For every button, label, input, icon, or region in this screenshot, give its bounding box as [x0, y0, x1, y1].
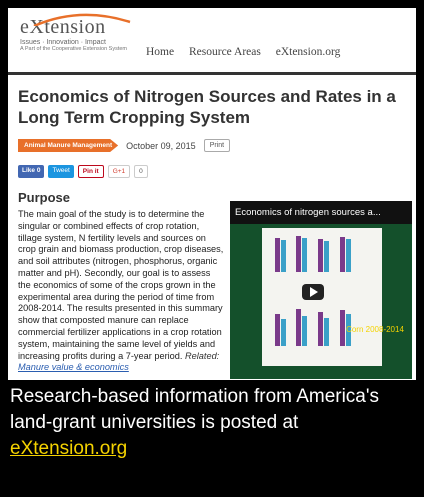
nav-link[interactable]: Resource Areas	[189, 46, 261, 58]
gplus-count: 0	[134, 165, 148, 178]
page: eXtension Issues · Innovation · Impact A…	[0, 0, 424, 497]
like-button[interactable]: Like 0	[18, 165, 44, 178]
nav-link[interactable]: Home	[146, 46, 174, 58]
print-button[interactable]: Print	[204, 139, 230, 152]
social: Like 0 Tweet Pin it G+1 0	[18, 165, 148, 178]
video-overlay: Corn 2008-2014	[346, 325, 404, 334]
related-link[interactable]: Manure value & economics	[18, 362, 129, 372]
content: Purpose Economics of nitrogen sources a.…	[18, 190, 412, 380]
body-text: The main goal of the study is to determi…	[18, 209, 223, 361]
date: October 09, 2015	[126, 141, 196, 151]
like: Like	[22, 167, 35, 174]
divider	[8, 72, 416, 75]
video[interactable]: Economics of nitrogen sources a... Corn …	[230, 201, 412, 379]
gplus-button[interactable]: G+1	[108, 165, 130, 178]
footer: Research-based information from America'…	[10, 384, 410, 462]
video-thumbnail: Corn 2008-2014	[230, 224, 412, 374]
logo[interactable]: eXtension Issues · Innovation · Impact A…	[20, 16, 127, 52]
footer-text: Research-based information from America'…	[10, 386, 379, 433]
subtag: A Part of the Cooperative Extension Syst…	[20, 46, 127, 52]
nav: Home Resource Areas eXtension.org	[146, 46, 352, 58]
related-label: Related:	[185, 351, 219, 361]
video-title: Economics of nitrogen sources a...	[230, 201, 412, 224]
meta: Animal Manure Management October 09, 201…	[18, 139, 230, 152]
like-count: 0	[37, 167, 41, 174]
tagline: Issues · Innovation · Impact	[20, 39, 127, 46]
logo-arc	[30, 12, 135, 26]
tag[interactable]: Animal Manure Management	[18, 139, 118, 152]
footer-link[interactable]: eXtension.org	[10, 438, 127, 459]
article-title: Economics of Nitrogen Sources and Rates …	[18, 86, 410, 128]
pin-button[interactable]: Pin it	[78, 165, 104, 178]
nav-link[interactable]: eXtension.org	[276, 46, 341, 58]
widget: eXtension Issues · Innovation · Impact A…	[8, 8, 416, 380]
tweet-button[interactable]: Tweet	[48, 165, 73, 178]
